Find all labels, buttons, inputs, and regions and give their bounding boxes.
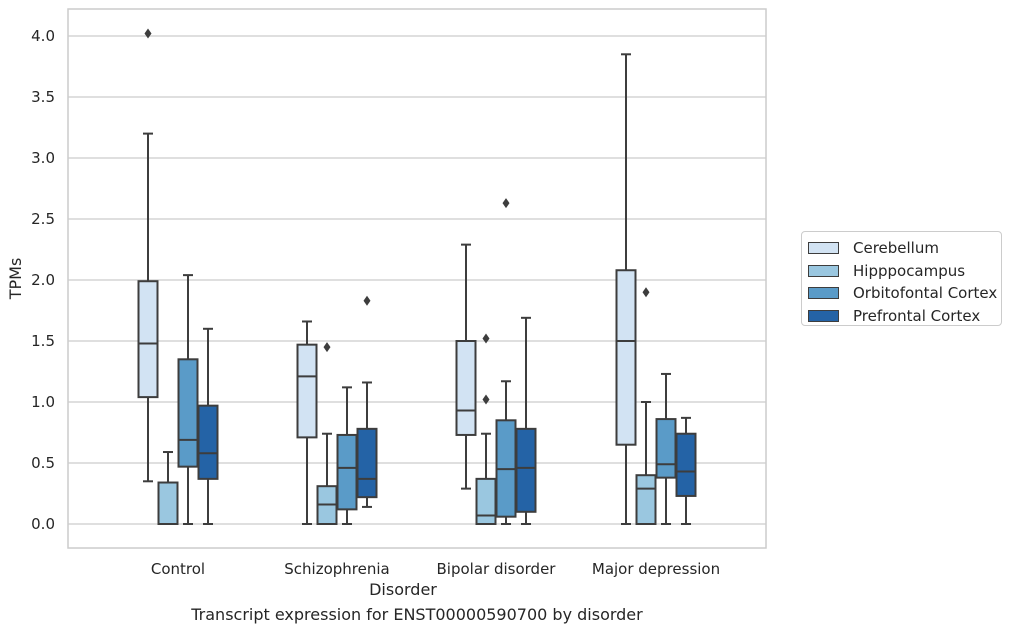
- box-group: [356, 295, 378, 508]
- box: [296, 343, 318, 439]
- legend-item: Hipppocampus: [808, 260, 995, 283]
- box: [515, 427, 537, 513]
- y-axis-label: TPMs: [6, 258, 25, 301]
- box: [655, 418, 677, 479]
- y-tick-label: 2.5: [31, 210, 55, 228]
- box: [615, 269, 637, 446]
- box: [455, 340, 477, 436]
- box: [157, 481, 179, 525]
- box-group: [635, 287, 657, 526]
- x-tick-label: Bipolar disorder: [437, 560, 557, 578]
- legend-label: Prefrontal Cortex: [853, 306, 981, 325]
- box: [356, 427, 378, 499]
- x-tick-labels: Control Schizophrenia Bipolar disorder Majo…: [151, 560, 720, 578]
- box-group: [675, 416, 697, 525]
- legend-item: Orbitofontal Cortex: [808, 282, 998, 305]
- legend-swatch: [808, 309, 839, 322]
- box-group: [495, 198, 517, 525]
- y-tick-label: 0.0: [31, 515, 55, 533]
- box: [675, 432, 697, 497]
- y-tick-label: 0.5: [31, 454, 55, 472]
- y-tick-label: 1.0: [31, 393, 55, 411]
- box-group: [515, 316, 537, 525]
- box-plot-marks: [137, 28, 697, 526]
- legend: Cerebellum Hipppocampus Orbitofontal Cor…: [801, 231, 1002, 326]
- legend-label: Orbitofontal Cortex: [853, 284, 998, 303]
- outlier-point: [642, 287, 650, 298]
- box-group: [296, 320, 318, 525]
- legend-item: Prefrontal Cortex: [808, 305, 995, 328]
- box: [336, 433, 358, 511]
- legend-label: Cerebellum: [853, 239, 939, 258]
- legend-swatch: [808, 287, 839, 300]
- legend-label: Hipppocampus: [853, 261, 966, 280]
- box-group: [655, 372, 677, 525]
- x-tick-label: Major depression: [592, 560, 720, 578]
- outlier-point: [482, 394, 490, 405]
- legend-swatch: [808, 264, 839, 277]
- box-group: [316, 342, 338, 525]
- x-axis-label: Disorder: [369, 580, 437, 599]
- box-group: [177, 274, 199, 525]
- box-group: [137, 28, 159, 483]
- box-group: [336, 386, 358, 525]
- outlier-point: [144, 28, 152, 39]
- legend-swatch: [808, 242, 839, 255]
- box: [197, 404, 219, 480]
- box-group: [615, 53, 637, 525]
- x-tick-label: Schizophrenia: [284, 560, 389, 578]
- box-group: [455, 243, 477, 490]
- y-tick-label: 4.0: [31, 27, 55, 45]
- plot-frame: [67, 8, 767, 549]
- box: [475, 477, 497, 525]
- legend-item: Cerebellum: [808, 237, 995, 260]
- y-tick-label: 2.0: [31, 271, 55, 289]
- box: [635, 474, 657, 526]
- box: [177, 358, 199, 468]
- outlier-point: [323, 342, 331, 353]
- box-group: [157, 451, 179, 525]
- x-tick-label: Control: [151, 560, 205, 578]
- y-tick-label: 3.5: [31, 88, 55, 106]
- y-tick-label: 3.0: [31, 149, 55, 167]
- chart-caption: Transcript expression for ENST0000059070…: [191, 605, 643, 624]
- outlier-point: [502, 198, 510, 209]
- y-tick-label: 1.5: [31, 332, 55, 350]
- box: [137, 280, 159, 399]
- outlier-point: [363, 295, 371, 306]
- box-group: [475, 333, 497, 525]
- y-tick-labels: 0.0 0.5 1.0 1.5 2.0 2.5 3.0 3.5 4.0: [31, 27, 55, 533]
- box-group: [197, 327, 219, 525]
- outlier-point: [482, 333, 490, 344]
